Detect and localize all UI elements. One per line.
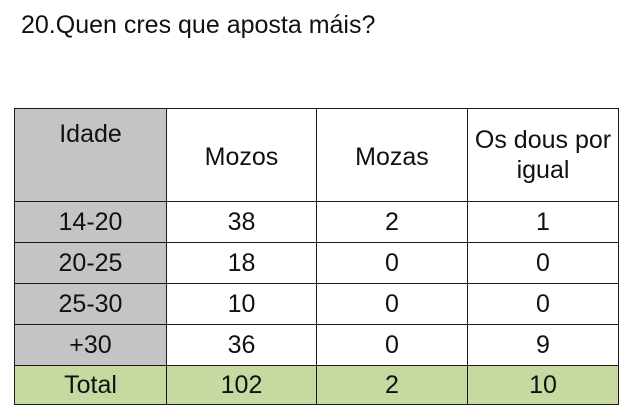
row-label: 25-30 [14,283,167,325]
header-os-dous: Os dous por igual [467,108,619,202]
cell-mozos: 18 [166,242,317,284]
cell-mozos: 10 [166,283,317,325]
total-label: Total [14,365,167,405]
results-table: Idade Mozos Mozas Os dous por igual 14-2… [14,108,619,405]
cell-mozos: 38 [166,201,317,243]
cell-mozas: 2 [316,201,468,243]
cell-mozas: 0 [316,242,468,284]
table-row: 25-30 10 0 0 [14,283,619,325]
total-row: Total 102 2 10 [14,365,619,405]
total-ambos: 10 [467,365,619,405]
cell-mozas: 0 [316,283,468,325]
header-mozos: Mozos [166,108,317,202]
total-mozas: 2 [316,365,468,405]
table-row: +30 36 0 9 [14,324,619,366]
cell-ambos: 9 [467,324,619,366]
row-label: 14-20 [14,201,167,243]
table-header-row: Idade Mozos Mozas Os dous por igual [14,108,619,202]
cell-mozas: 0 [316,324,468,366]
header-mozas: Mozas [316,108,468,202]
cell-ambos: 0 [467,283,619,325]
row-label: 20-25 [14,242,167,284]
table-row: 20-25 18 0 0 [14,242,619,284]
question-title: 20.Quen cres que aposta máis? [21,11,376,39]
cell-mozos: 36 [166,324,317,366]
row-label: +30 [14,324,167,366]
cell-ambos: 0 [467,242,619,284]
table-row: 14-20 38 2 1 [14,201,619,243]
total-mozos: 102 [166,365,317,405]
cell-ambos: 1 [467,201,619,243]
header-idade: Idade [14,108,167,202]
